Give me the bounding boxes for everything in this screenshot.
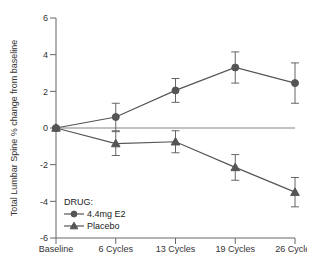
- svg-text:4: 4: [43, 50, 48, 60]
- html-text:Placebo: Placebo: [87, 221, 120, 231]
- svg-text:6: 6: [43, 13, 48, 23]
- svg-text:Baseline: Baseline: [39, 244, 74, 254]
- html-text:DRUG:: DRUG:: [64, 197, 93, 207]
- svg-text:2: 2: [43, 87, 48, 97]
- svg-text:-4: -4: [40, 197, 48, 207]
- svg-text:0: 0: [43, 123, 48, 133]
- svg-text:6 Cycles: 6 Cycles: [98, 244, 133, 254]
- svg-text:-6: -6: [40, 233, 48, 243]
- svg-text:26 Cycles: 26 Cycles: [275, 244, 307, 254]
- svg-text:-2: -2: [40, 160, 48, 170]
- html-text:4.4mg E2: 4.4mg E2: [87, 209, 126, 219]
- svg-text:Total Lumbar Spine % change fr: Total Lumbar Spine % change from baselin…: [9, 40, 19, 217]
- svg-text:19 Cycles: 19 Cycles: [215, 244, 255, 254]
- svg-text:13 Cycles: 13 Cycles: [156, 244, 196, 254]
